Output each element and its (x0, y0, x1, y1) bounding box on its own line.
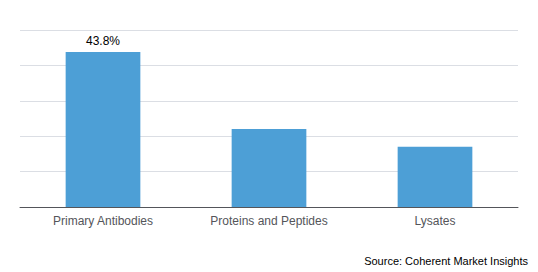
svg-text:43.8%: 43.8% (86, 34, 120, 48)
svg-text:Proteins and Peptides: Proteins and Peptides (210, 214, 327, 228)
svg-text:Lysates: Lysates (415, 214, 456, 228)
svg-text:Primary Antibodies: Primary Antibodies (53, 214, 153, 228)
svg-text:Source: Coherent Market Insigh: Source: Coherent Market Insights (364, 255, 528, 267)
